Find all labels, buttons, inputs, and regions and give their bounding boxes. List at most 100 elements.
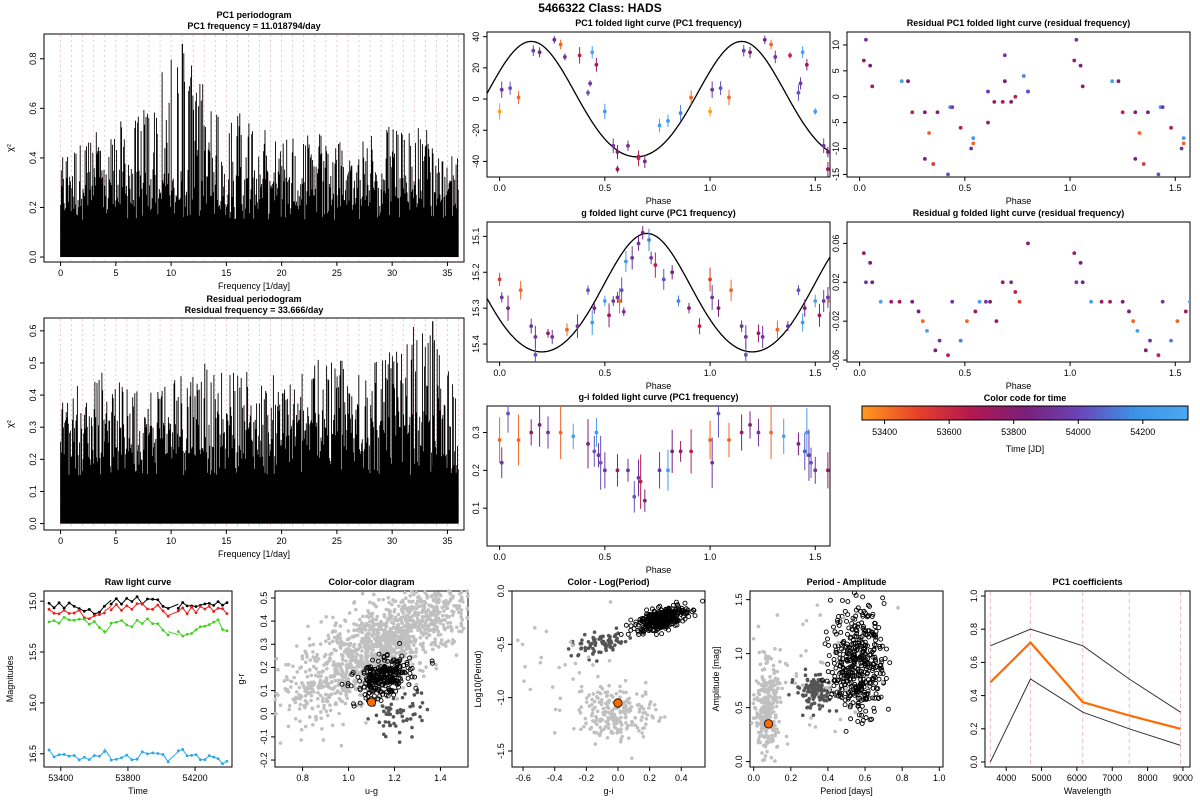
color-logperiod-point bbox=[600, 640, 604, 644]
g-folded-point bbox=[670, 270, 675, 275]
color-logperiod-point bbox=[579, 646, 584, 651]
period-amplitude-point bbox=[829, 670, 835, 675]
g-folded-point bbox=[619, 288, 624, 293]
color-logperiod-point bbox=[523, 664, 527, 669]
residual-g-folded-point bbox=[897, 299, 902, 304]
color-color-point bbox=[405, 717, 410, 721]
color-color-point bbox=[273, 697, 278, 702]
color-logperiod-ytick-label: 0.0 bbox=[496, 585, 506, 598]
color-logperiod-point bbox=[591, 663, 595, 667]
color-color-point bbox=[361, 684, 367, 690]
gi-folded-point bbox=[796, 441, 801, 446]
color-logperiod-point bbox=[582, 724, 586, 729]
color-color-point bbox=[330, 723, 335, 728]
color-color-point bbox=[378, 664, 384, 670]
residual-periodogram-title: Residual periodogram bbox=[206, 294, 301, 304]
color-color-point bbox=[345, 651, 350, 656]
pc1-folded-ytick-label: 0 bbox=[471, 97, 481, 102]
color-color-point bbox=[454, 603, 459, 608]
period-amplitude-point bbox=[872, 624, 878, 629]
residual-g-folded-point bbox=[1099, 299, 1104, 304]
g-folded-point bbox=[611, 299, 616, 303]
raw-light-curve-series-line bbox=[177, 619, 228, 637]
raw-light-curve-series-link bbox=[168, 631, 179, 636]
color-color-point bbox=[334, 662, 339, 667]
color-logperiod-point bbox=[672, 610, 678, 616]
color-color-point bbox=[346, 665, 350, 670]
period-amplitude-point bbox=[840, 640, 846, 645]
color-color-point bbox=[425, 594, 430, 598]
color-color-point bbox=[454, 625, 459, 630]
period-amplitude-point bbox=[863, 708, 869, 714]
period-amplitude-point bbox=[752, 697, 757, 702]
residual-g-folded-point bbox=[937, 338, 942, 343]
color-color-highlight-point bbox=[366, 697, 377, 707]
color-logperiod-point bbox=[640, 616, 646, 621]
color-color-point bbox=[410, 662, 415, 666]
pc1-coefficients-xtick-label: 9000 bbox=[1173, 773, 1193, 783]
period-amplitude-point bbox=[859, 660, 865, 666]
color-color-point bbox=[448, 620, 453, 625]
period-amplitude-point bbox=[858, 653, 864, 659]
period-amplitude-point bbox=[764, 654, 768, 658]
period-amplitude-point bbox=[771, 690, 776, 694]
gi-folded-xtick-label: 1.0 bbox=[704, 552, 717, 562]
period-amplitude-point bbox=[825, 661, 831, 667]
color-color-point bbox=[418, 660, 423, 665]
color-color-point bbox=[432, 640, 437, 645]
period-amplitude-point bbox=[846, 651, 852, 656]
residual-pc1-folded-ytick-label: -15 bbox=[831, 168, 841, 181]
period-amplitude-point bbox=[842, 616, 846, 620]
g-folded-point bbox=[533, 334, 538, 339]
period-amplitude-point bbox=[846, 625, 852, 631]
color-logperiod-point bbox=[585, 696, 589, 700]
color-logperiod-point bbox=[610, 708, 615, 713]
gi-folded-point bbox=[537, 423, 542, 427]
period-amplitude-point bbox=[805, 677, 810, 682]
residual-g-folded-point bbox=[1089, 299, 1093, 304]
color-logperiod-point bbox=[592, 699, 597, 704]
pc1-folded-point bbox=[689, 95, 694, 100]
color-color-point bbox=[389, 620, 394, 625]
color-color-point bbox=[379, 621, 383, 625]
color-color-point bbox=[386, 668, 392, 674]
period-amplitude-point bbox=[849, 626, 855, 632]
period-amplitude-point bbox=[771, 710, 776, 714]
color-color-point bbox=[371, 620, 375, 625]
period-amplitude-point bbox=[876, 695, 882, 701]
color-color-point bbox=[401, 719, 406, 723]
residual-pc1-folded-point bbox=[1133, 156, 1138, 161]
color-color-point bbox=[331, 663, 336, 668]
color-color-point bbox=[391, 692, 397, 698]
color-color-point bbox=[448, 598, 453, 603]
color-color-point bbox=[372, 592, 376, 597]
color-color-point bbox=[325, 662, 329, 666]
residual-pc1-folded-point bbox=[1080, 84, 1085, 89]
color-logperiod-point bbox=[595, 659, 599, 663]
gi-folded-point bbox=[727, 438, 731, 442]
color-color-point bbox=[311, 655, 316, 659]
pc1-coefficients-xlabel: Wavelength bbox=[1064, 786, 1111, 796]
color-color-point bbox=[414, 614, 419, 618]
color-logperiod-point bbox=[579, 705, 584, 709]
color-color-point bbox=[362, 625, 366, 629]
period-amplitude-point bbox=[783, 680, 788, 685]
period-amplitude-point bbox=[822, 694, 827, 698]
color-color-point bbox=[391, 667, 397, 673]
color-color-point bbox=[307, 667, 312, 672]
color-color-point bbox=[410, 735, 414, 739]
color-color-xtick-label: 1.4 bbox=[434, 773, 447, 783]
color-color-point bbox=[328, 675, 333, 679]
period-amplitude-point bbox=[785, 742, 790, 746]
color-logperiod-point bbox=[621, 690, 626, 694]
color-color-point bbox=[401, 685, 405, 690]
period-amplitude-point bbox=[810, 702, 814, 707]
residual-periodogram-ytick-label: 0.5 bbox=[28, 357, 38, 370]
color-color-point bbox=[360, 649, 364, 653]
color-color-point bbox=[388, 609, 393, 614]
residual-pc1-folded-point bbox=[986, 89, 990, 94]
color-logperiod-point bbox=[544, 629, 549, 634]
residual-pc1-folded-point bbox=[1009, 100, 1014, 104]
